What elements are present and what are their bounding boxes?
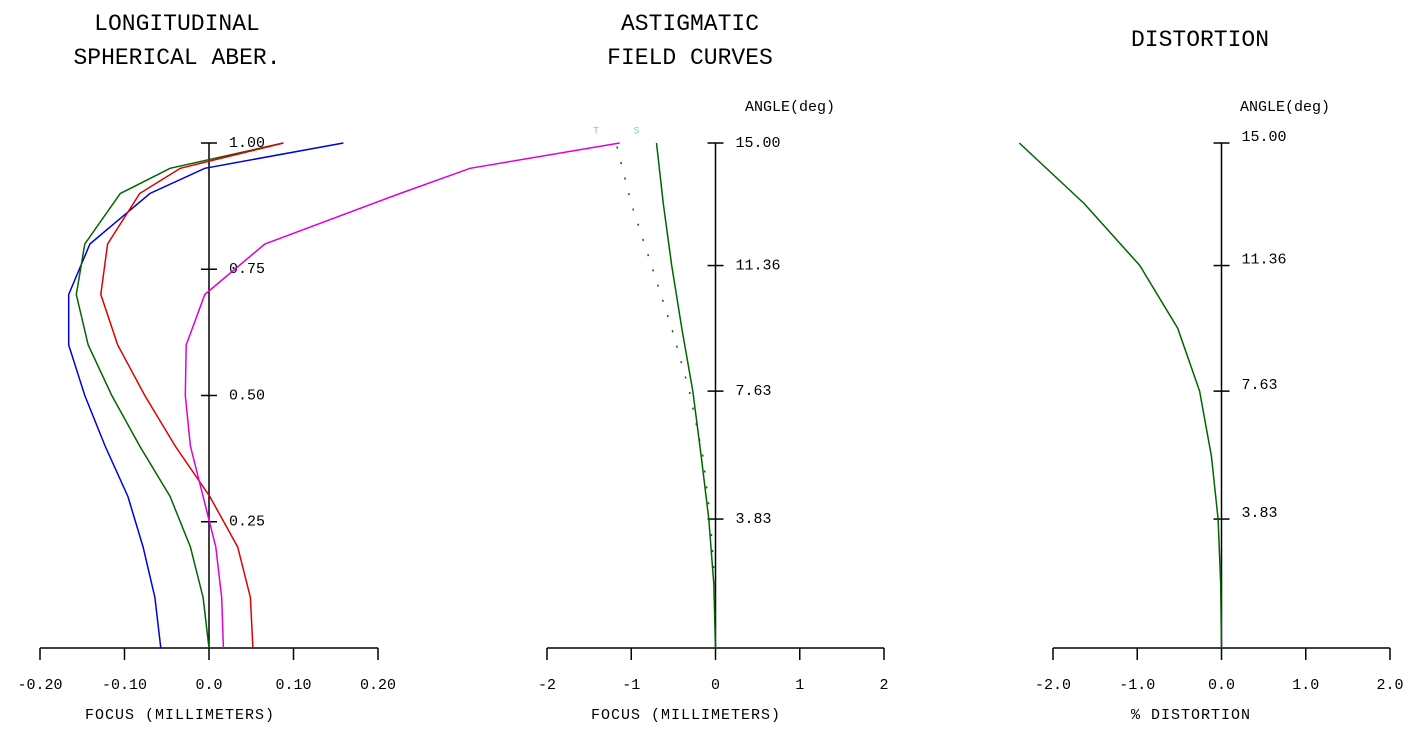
panel-title: ASTIGMATIC: [621, 11, 759, 37]
curve: [100, 142, 284, 649]
panel-title: SPHERICAL ABER.: [73, 45, 280, 71]
x-tick-label: 2.0: [1376, 677, 1403, 694]
x-tick-label: -2: [538, 677, 556, 694]
y-tick-label: 3.83: [736, 511, 772, 528]
x-tick-label: 0.20: [360, 677, 396, 694]
x-tick-label: 1: [795, 677, 804, 694]
curve-label: S: [634, 127, 640, 138]
curve: [1018, 142, 1223, 649]
x-tick-label: -1.0: [1119, 677, 1155, 694]
x-tick-label: -1: [622, 677, 640, 694]
y-tick-label: 7.63: [1242, 377, 1278, 394]
y-tick-label: 0.25: [229, 514, 265, 531]
y-tick-label: 1.00: [229, 135, 265, 152]
x-tick-label: 0.10: [275, 677, 311, 694]
y-axis-label: ANGLE(deg): [1240, 99, 1330, 116]
x-tick-label: 1.0: [1292, 677, 1319, 694]
x-tick-label: 2: [879, 677, 888, 694]
x-tick-label: 0: [711, 677, 720, 694]
curve: [184, 142, 620, 649]
curve: [75, 142, 284, 649]
x-tick-label: 0.0: [1208, 677, 1235, 694]
x-tick-label: 0.0: [195, 677, 222, 694]
panel-title: DISTORTION: [1131, 27, 1269, 53]
x-axis-label: % DISTORTION: [1131, 707, 1251, 724]
x-axis-label: FOCUS (MILLIMETERS): [85, 707, 275, 724]
y-tick-label: 11.36: [736, 258, 781, 275]
curve: [655, 142, 717, 649]
y-tick-label: 0.75: [229, 261, 265, 278]
y-tick-label: 3.83: [1242, 505, 1278, 522]
y-tick-label: 15.00: [736, 135, 781, 152]
y-tick-label: 11.36: [1242, 252, 1287, 269]
x-tick-label: -0.20: [17, 677, 62, 694]
curve: [615, 142, 717, 649]
curve-label: T: [593, 127, 599, 138]
curve: [67, 142, 344, 649]
y-tick-label: 0.50: [229, 387, 265, 404]
x-tick-label: -2.0: [1035, 677, 1071, 694]
x-tick-label: -0.10: [102, 677, 147, 694]
x-axis-label: FOCUS (MILLIMETERS): [591, 707, 781, 724]
panel-title: FIELD CURVES: [607, 45, 773, 71]
panel-title: LONGITUDINAL: [94, 11, 260, 37]
y-tick-label: 15.00: [1242, 129, 1287, 146]
y-tick-label: 7.63: [736, 383, 772, 400]
y-axis-label: ANGLE(deg): [745, 99, 835, 116]
